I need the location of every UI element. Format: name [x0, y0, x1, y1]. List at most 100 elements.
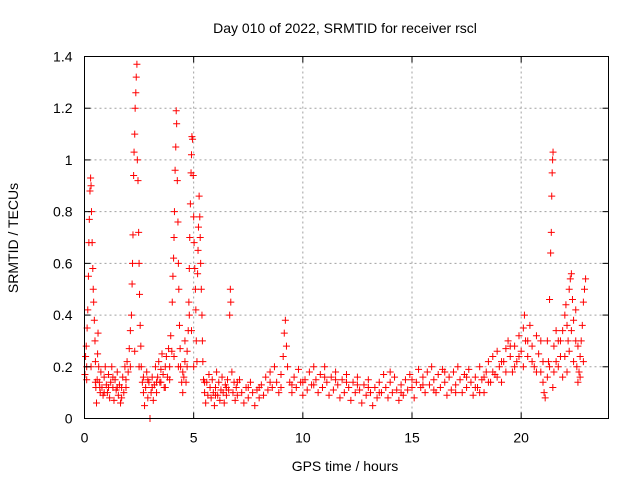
- data-point: [574, 378, 582, 386]
- data-point: [186, 234, 194, 241]
- data-point: [180, 373, 188, 381]
- data-point: [197, 285, 205, 293]
- data-point: [502, 368, 510, 376]
- data-point: [170, 208, 178, 216]
- data-point: [565, 285, 573, 293]
- data-point: [367, 389, 375, 397]
- data-point: [224, 376, 232, 384]
- data-point: [82, 352, 90, 360]
- data-point: [201, 378, 209, 386]
- data-point: [185, 311, 193, 319]
- data-point: [185, 298, 193, 306]
- data-point: [574, 342, 582, 350]
- data-point: [358, 399, 366, 407]
- data-point: [159, 371, 167, 379]
- data-point: [194, 270, 202, 278]
- data-point: [268, 383, 276, 391]
- data-point: [125, 345, 133, 353]
- data-point: [582, 275, 590, 283]
- data-point: [452, 389, 460, 397]
- data-point: [215, 378, 223, 386]
- data-point: [96, 383, 104, 391]
- data-point: [356, 386, 364, 394]
- data-point: [192, 337, 200, 345]
- data-point: [430, 386, 438, 394]
- data-point: [548, 192, 556, 200]
- data-point: [401, 376, 409, 384]
- data-point: [549, 148, 557, 156]
- data-point: [452, 381, 460, 389]
- data-point: [113, 383, 121, 391]
- data-point: [187, 151, 195, 159]
- data-point: [467, 378, 475, 386]
- data-point: [105, 383, 113, 391]
- data-point: [249, 389, 257, 397]
- data-point: [131, 130, 139, 138]
- data-point: [222, 391, 230, 399]
- data-point: [463, 383, 471, 391]
- data-point: [168, 347, 176, 355]
- data-point: [173, 177, 181, 185]
- data-point: [172, 107, 180, 115]
- data-point: [172, 143, 180, 151]
- data-point: [126, 363, 134, 371]
- data-point: [120, 389, 128, 397]
- data-point: [395, 396, 403, 404]
- data-point: [547, 228, 555, 236]
- data-point: [226, 311, 234, 319]
- data-point: [231, 396, 239, 404]
- y-tick-label: 0.8: [53, 204, 73, 220]
- data-point: [579, 358, 587, 366]
- data-point: [334, 381, 342, 389]
- data-point: [305, 368, 313, 376]
- data-point: [232, 383, 240, 391]
- data-point: [476, 389, 484, 397]
- y-tick-label: 0: [65, 411, 73, 427]
- data-point: [410, 394, 418, 402]
- data-point: [528, 358, 536, 366]
- data-point: [181, 358, 189, 366]
- data-point: [565, 347, 573, 355]
- data-point: [144, 394, 152, 402]
- y-tick-label: 1.2: [53, 100, 73, 116]
- data-point: [95, 363, 103, 371]
- data-point: [532, 368, 540, 376]
- data-point: [340, 389, 348, 397]
- data-point: [192, 306, 200, 314]
- data-point: [136, 290, 144, 298]
- x-tick-label: 5: [190, 430, 198, 446]
- data-point: [524, 337, 532, 345]
- data-point: [213, 368, 221, 376]
- data-point: [434, 371, 442, 379]
- data-point: [325, 391, 333, 399]
- data-point: [549, 156, 557, 164]
- data-point: [171, 166, 179, 174]
- y-tick-label: 0.4: [53, 307, 73, 323]
- data-point: [175, 285, 183, 293]
- data-point: [195, 192, 203, 200]
- data-point: [148, 383, 156, 391]
- data-point: [543, 337, 551, 345]
- data-point: [318, 383, 326, 391]
- y-tick-label: 1: [65, 152, 73, 168]
- data-point: [135, 228, 143, 236]
- data-point: [207, 394, 215, 402]
- data-point: [167, 332, 175, 340]
- data-point: [133, 60, 141, 68]
- data-point: [526, 321, 534, 329]
- data-point: [270, 363, 278, 371]
- data-point: [87, 174, 95, 182]
- data-point: [144, 376, 152, 384]
- y-tick-label: 0.6: [53, 255, 73, 271]
- data-point: [97, 368, 105, 376]
- data-point: [131, 347, 139, 355]
- data-point: [176, 345, 184, 353]
- data-point: [393, 386, 401, 394]
- data-point: [227, 298, 235, 306]
- data-point: [288, 381, 296, 389]
- data-point: [100, 373, 108, 381]
- data-point: [162, 352, 170, 360]
- data-point: [255, 383, 263, 391]
- data-point: [471, 383, 479, 391]
